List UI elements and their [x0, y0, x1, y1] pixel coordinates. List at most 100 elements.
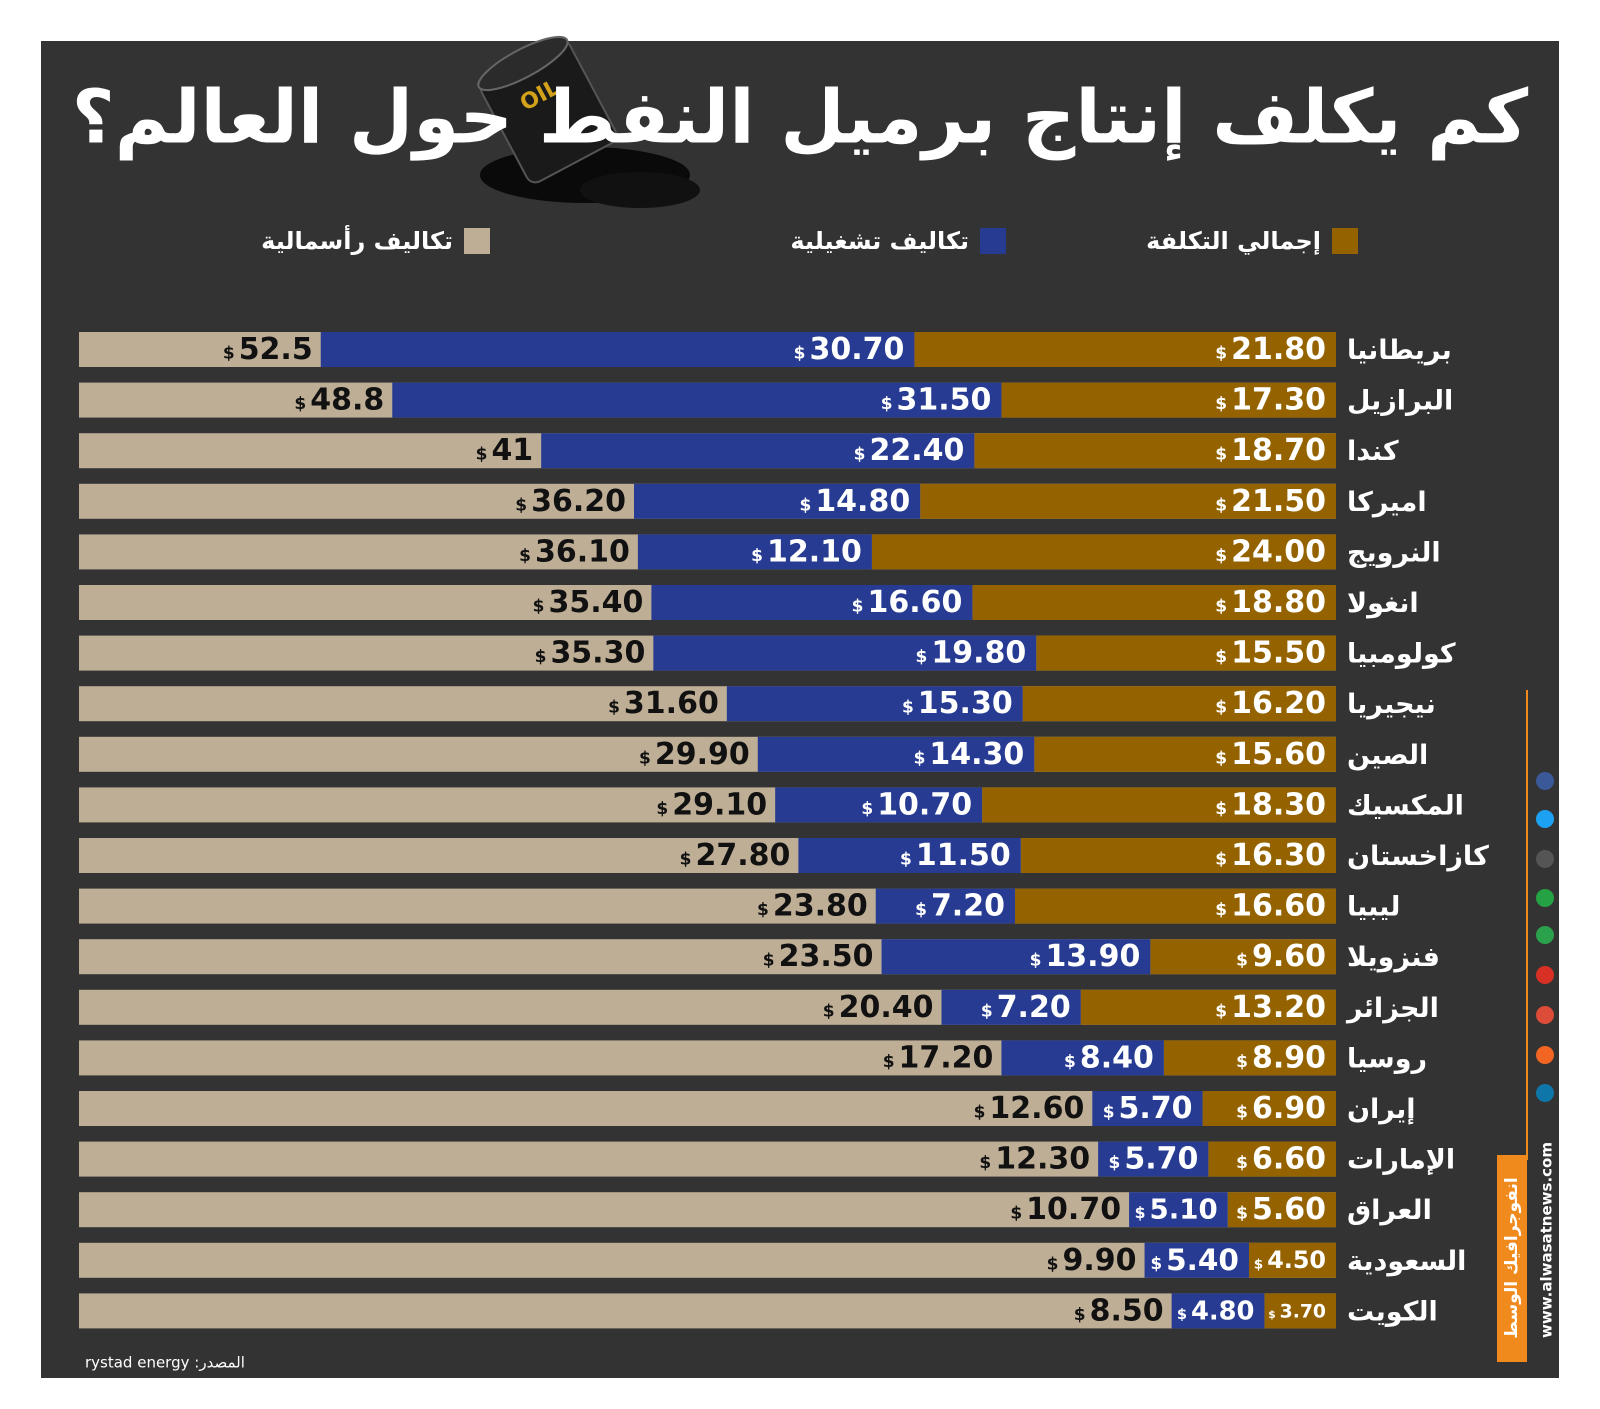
category-label: العراق [1347, 1195, 1432, 1226]
category-label: الإمارات [1347, 1145, 1455, 1176]
value-label: 14.30 [929, 737, 1024, 772]
value-label: 35.40 [549, 585, 644, 620]
currency-symbol: $ [533, 597, 545, 617]
value-label: 5.70 [1119, 1091, 1193, 1126]
currency-symbol: $ [1236, 1204, 1248, 1224]
bar-segment [982, 787, 1336, 823]
bar-segment [798, 838, 1021, 873]
value-label: 52.5 [239, 332, 313, 367]
currency-symbol: $ [1268, 1308, 1275, 1321]
category-label: البرازيل [1347, 386, 1453, 417]
bar-segment [634, 483, 921, 519]
value-label: 7.20 [997, 990, 1071, 1025]
value-label: 9.60 [1252, 939, 1326, 974]
category-label: اميركا [1347, 487, 1427, 518]
value-label: 24.00 [1231, 534, 1326, 569]
value-label: 20.40 [839, 990, 934, 1025]
currency-symbol: $ [751, 546, 763, 566]
value-label: 3.70 [1280, 1301, 1326, 1322]
currency-symbol: $ [757, 900, 769, 920]
currency-symbol: $ [1236, 1103, 1248, 1123]
bar-segment [1163, 1040, 1336, 1076]
category-label: النرويج [1347, 537, 1441, 568]
bar-segment [726, 686, 1023, 722]
currency-symbol: $ [1215, 647, 1227, 667]
bar-segment [775, 787, 983, 823]
category-label: نيجيريا [1347, 689, 1436, 720]
currency-symbol: $ [656, 799, 668, 819]
bar-segment [320, 332, 915, 367]
bar-segment [920, 483, 1336, 519]
currency-symbol: $ [1215, 546, 1227, 566]
value-label: 36.20 [531, 484, 626, 519]
bar-segment [1202, 1091, 1336, 1126]
value-label: 18.30 [1231, 787, 1326, 822]
value-label: 16.60 [868, 585, 963, 620]
value-label: 17.30 [1231, 383, 1326, 418]
currency-symbol: $ [515, 495, 527, 515]
row-background [79, 1242, 1336, 1278]
value-label: 6.60 [1252, 1142, 1326, 1177]
value-label: 10.70 [1026, 1192, 1121, 1227]
oil-barrel-illustration: OIL [477, 35, 700, 208]
plot-area: بريطانيا21.80$30.70$52.5$البرازيل17.30$3… [79, 332, 1489, 1329]
brand-name: انفوجرافيك الوسط [1502, 1177, 1522, 1338]
category-label: إيران [1347, 1094, 1416, 1125]
value-label: 12.10 [767, 534, 862, 569]
currency-symbol: $ [1010, 1204, 1022, 1224]
currency-symbol: $ [916, 647, 928, 667]
currency-symbol: $ [1151, 1253, 1163, 1273]
currency-symbol: $ [1236, 1153, 1248, 1173]
value-label: 9.90 [1063, 1243, 1137, 1278]
value-label: 29.10 [672, 787, 767, 822]
bar-segment [1144, 1242, 1249, 1278]
currency-symbol: $ [1236, 1052, 1248, 1072]
currency-symbol: $ [854, 445, 866, 465]
value-label: 4.50 [1267, 1246, 1326, 1274]
currency-symbol: $ [914, 748, 926, 768]
category-label: ليبيا [1347, 892, 1400, 923]
bar-segment [1034, 736, 1336, 772]
currency-symbol: $ [794, 344, 806, 364]
bar-segment [1020, 838, 1336, 873]
bar-segment [541, 433, 975, 469]
currency-symbol: $ [1215, 1001, 1227, 1021]
category-label: فنزويلا [1347, 942, 1440, 973]
bar-segment [1227, 1192, 1336, 1228]
value-label: 31.60 [624, 686, 719, 721]
bar-segment [1248, 1242, 1336, 1278]
category-label: كولومبيا [1347, 639, 1456, 670]
currency-symbol: $ [535, 647, 547, 667]
bar-segment [871, 534, 1336, 570]
bar-segment [1264, 1293, 1336, 1329]
legend-swatch [980, 228, 1006, 254]
currency-symbol: $ [223, 344, 235, 364]
value-label: 5.60 [1252, 1192, 1326, 1227]
currency-symbol: $ [1215, 900, 1227, 920]
currency-symbol: $ [680, 850, 692, 870]
bar-segment [1080, 989, 1336, 1025]
category-label: كازاخستان [1347, 841, 1489, 872]
value-label: 19.80 [931, 636, 1026, 671]
bar-segment [1022, 686, 1336, 722]
category-label: السعودية [1347, 1246, 1466, 1277]
currency-symbol: $ [1074, 1305, 1086, 1325]
currency-symbol: $ [799, 495, 811, 515]
row-background [79, 1192, 1336, 1228]
currency-symbol: $ [1215, 445, 1227, 465]
currency-symbol: $ [1215, 495, 1227, 515]
value-label: 41 [491, 433, 533, 468]
value-label: 10.70 [877, 787, 972, 822]
value-label: 21.80 [1231, 332, 1326, 367]
category-label: الجزائر [1345, 993, 1439, 1024]
value-label: 36.10 [535, 534, 630, 569]
bar-segment [1150, 939, 1336, 975]
value-label: 12.60 [989, 1091, 1084, 1126]
value-label: 5.40 [1166, 1243, 1239, 1277]
bar-segment [757, 736, 1035, 772]
value-label: 15.30 [918, 686, 1013, 721]
currency-symbol: $ [1215, 394, 1227, 414]
category-label: المكسيك [1347, 790, 1464, 821]
currency-symbol: $ [1215, 799, 1227, 819]
value-label: 8.40 [1080, 1040, 1154, 1075]
